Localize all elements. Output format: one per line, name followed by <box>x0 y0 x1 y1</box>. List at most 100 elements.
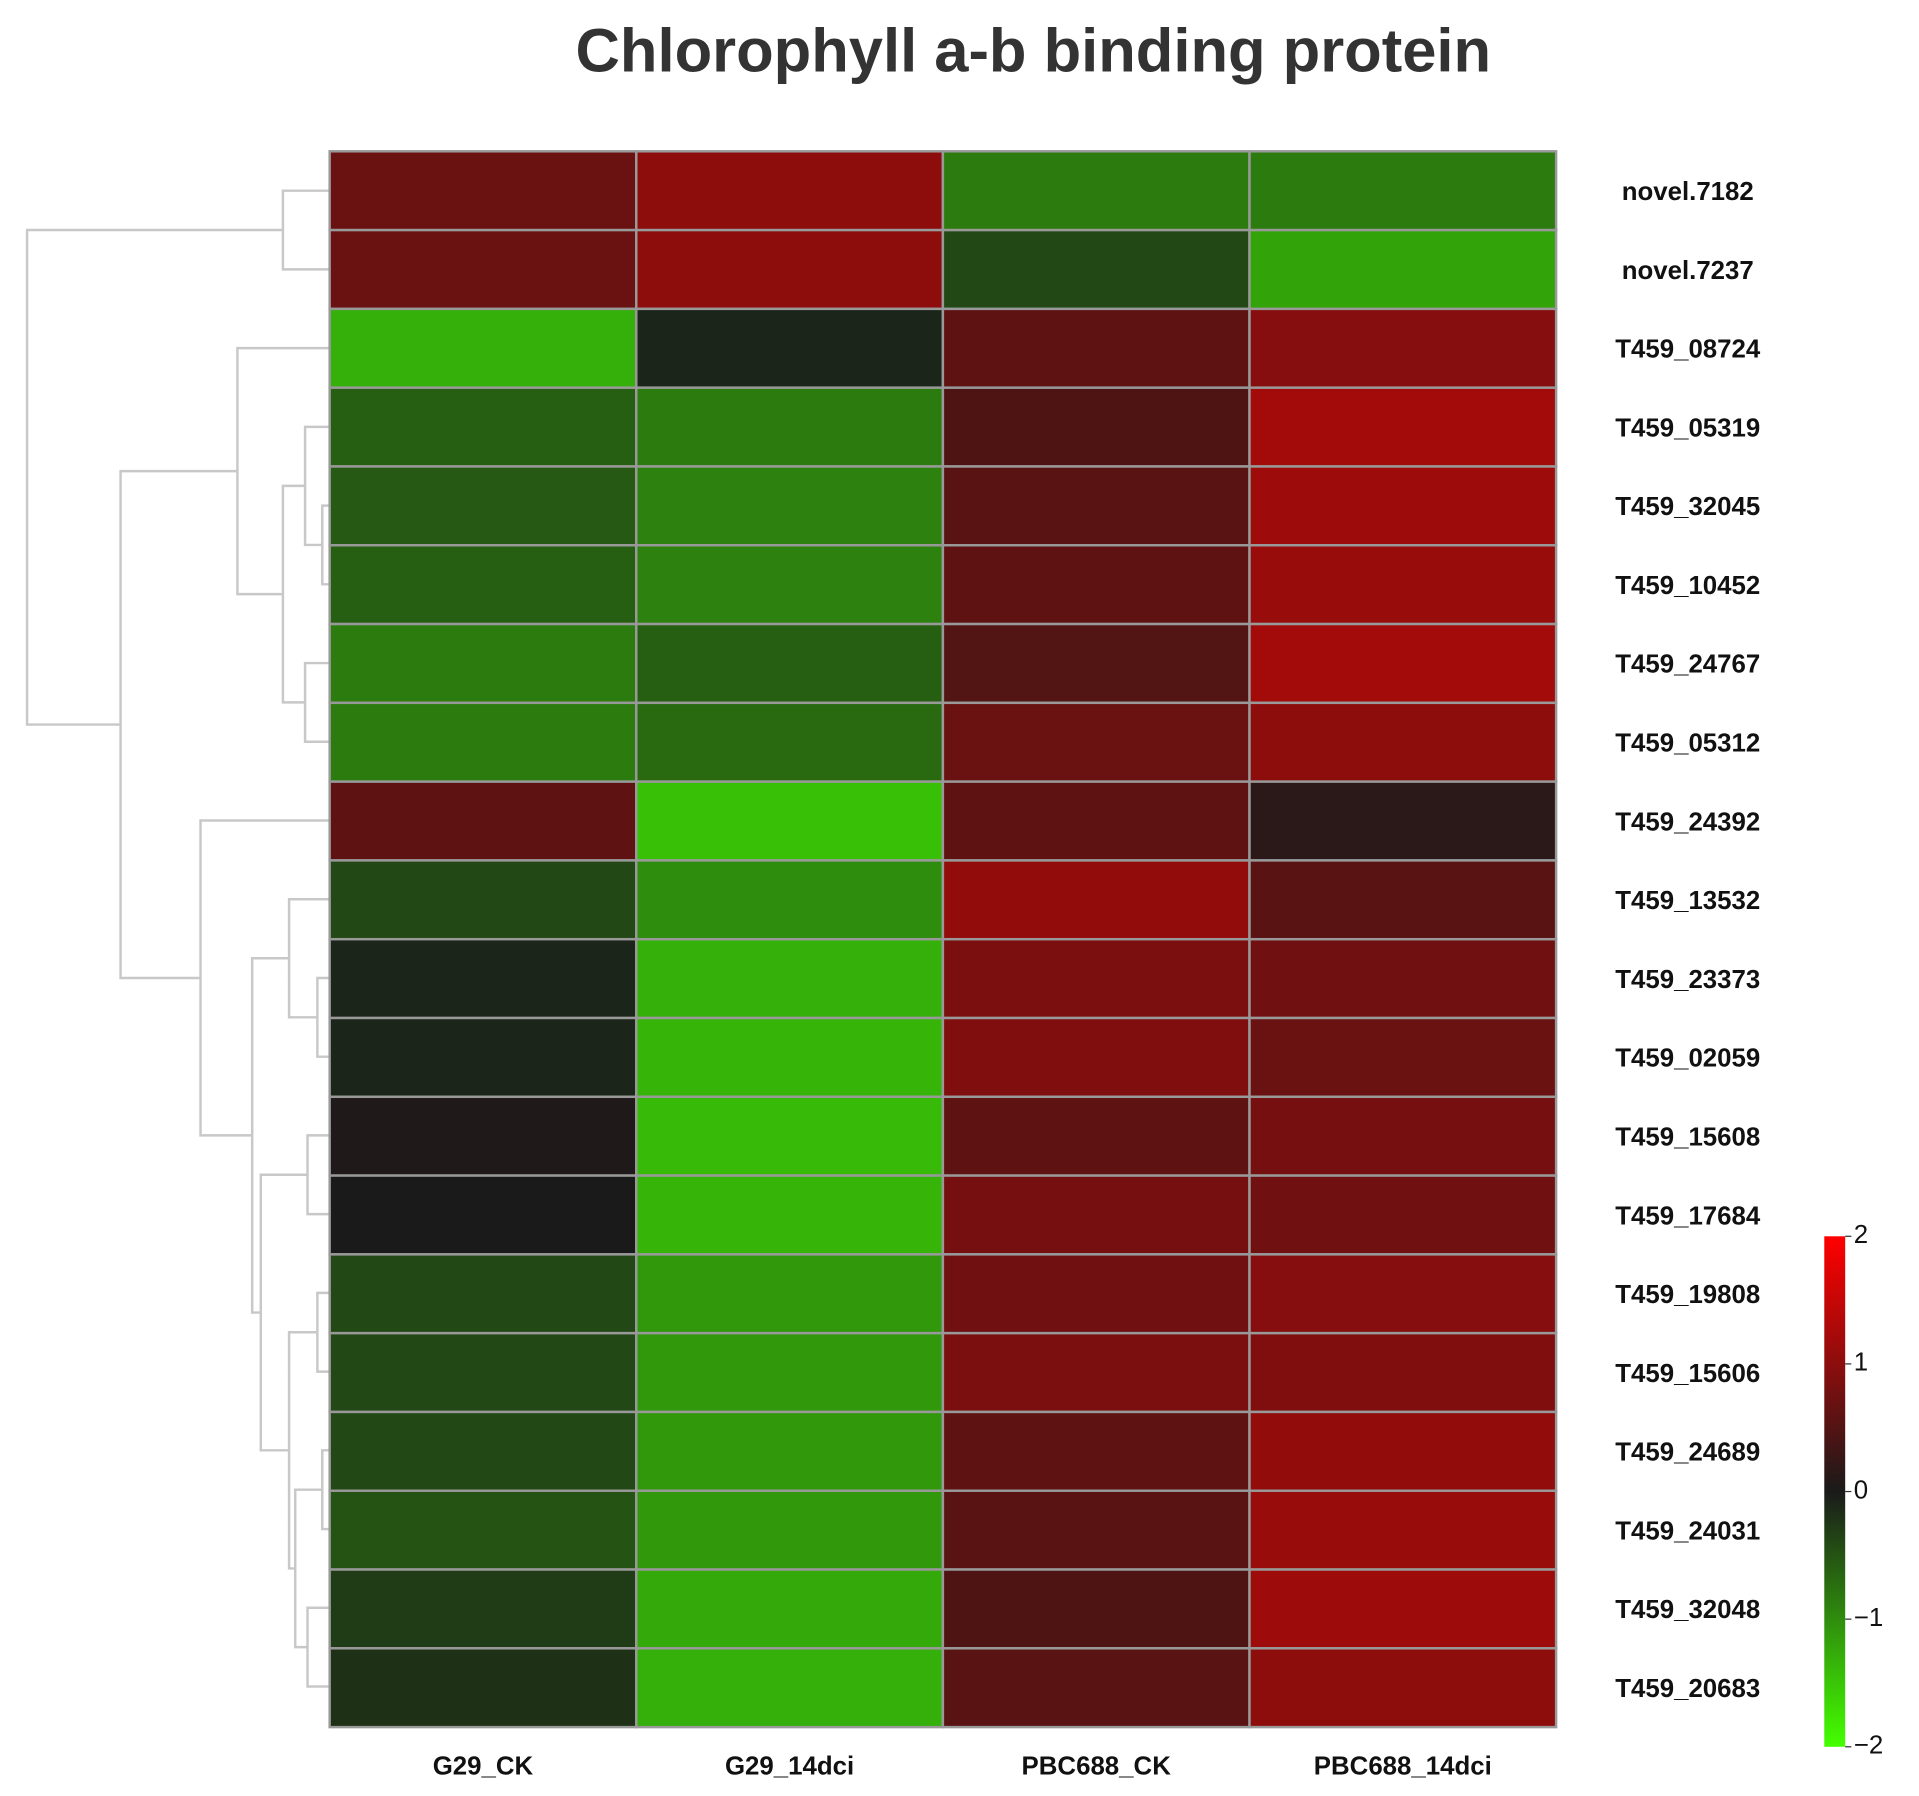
heatmap-cell <box>328 1095 638 1177</box>
heatmap-cell <box>328 1647 638 1729</box>
heatmap-cell <box>941 386 1251 468</box>
heatmap-cell <box>328 937 638 1020</box>
heatmap-cell <box>328 701 638 783</box>
heatmap-cell <box>635 386 945 468</box>
heatmap-cell <box>1248 1331 1558 1414</box>
heatmap-cell <box>1248 1095 1558 1177</box>
heatmap-cell <box>635 780 945 862</box>
heatmap-cell <box>941 1489 1251 1571</box>
heatmap-cell <box>328 1410 638 1492</box>
heatmap-cell <box>635 150 945 232</box>
heatmap-cell <box>941 465 1251 547</box>
heatmap-cell <box>635 1253 945 1335</box>
heatmap-cell <box>941 859 1251 941</box>
heatmap-cell <box>328 622 638 705</box>
row-label: novel.7237 <box>1622 257 1754 285</box>
heatmap-cell <box>635 544 945 626</box>
heatmap-cell <box>635 1174 945 1256</box>
row-label: T459_23373 <box>1615 966 1760 994</box>
heatmap-cell <box>635 622 945 705</box>
heatmap-cell <box>635 1489 945 1571</box>
row-label: T459_08724 <box>1615 336 1761 364</box>
heatmap-cell <box>1248 465 1558 547</box>
row-label: T459_05319 <box>1615 414 1760 442</box>
heatmap-cell <box>941 1095 1251 1177</box>
heatmap-cell <box>328 386 638 468</box>
row-label: T459_24031 <box>1615 1517 1760 1545</box>
heatmap-cell <box>328 544 638 626</box>
heatmap-cell <box>328 1253 638 1335</box>
row-label: T459_24767 <box>1615 651 1760 679</box>
column-label: G29_CK <box>433 1753 534 1781</box>
heatmap-cell <box>635 228 945 311</box>
heatmap-cell <box>1248 1410 1558 1492</box>
row-label: T459_17684 <box>1615 1202 1761 1230</box>
colorbar-tick-label: 1 <box>1854 1349 1868 1377</box>
heatmap-cell <box>941 622 1251 705</box>
heatmap-cell <box>1248 1253 1558 1335</box>
heatmap-cell <box>1248 228 1558 311</box>
heatmap-cell <box>328 465 638 547</box>
row-label: novel.7182 <box>1622 178 1754 206</box>
heatmap-cell <box>1248 544 1558 626</box>
heatmap-cell <box>941 1410 1251 1492</box>
column-label: PBC688_14dci <box>1314 1753 1492 1781</box>
heatmap-cell <box>635 465 945 547</box>
heatmap-cell <box>635 1095 945 1177</box>
heatmap-cell <box>328 859 638 941</box>
heatmap-cell <box>328 1331 638 1414</box>
heatmap-cell <box>1248 622 1558 705</box>
heatmap-cell <box>328 780 638 862</box>
row-label: T459_20683 <box>1615 1675 1760 1703</box>
heatmap-cell <box>941 1331 1251 1414</box>
heatmap-cell <box>635 701 945 783</box>
row-label: T459_15606 <box>1615 1360 1760 1388</box>
heatmap-cell <box>1248 937 1558 1020</box>
row-label: T459_13532 <box>1615 887 1760 915</box>
heatmap-cell <box>328 1174 638 1256</box>
column-label: PBC688_CK <box>1022 1753 1172 1781</box>
heatmap-cell <box>1248 1568 1558 1650</box>
heatmap-cell <box>1248 780 1558 862</box>
colorbar-tick-label: −2 <box>1854 1732 1883 1760</box>
heatmap-cell <box>941 1568 1251 1650</box>
heatmap-cell <box>941 1174 1251 1256</box>
heatmap-cell <box>635 1647 945 1729</box>
heatmap-cell <box>635 1568 945 1650</box>
heatmap-cell <box>941 1016 1251 1099</box>
heatmap-cell <box>941 701 1251 783</box>
heatmap-cell <box>1248 307 1558 389</box>
heatmap-cell <box>941 780 1251 862</box>
heatmap-cell <box>635 859 945 941</box>
heatmap-cell <box>941 228 1251 311</box>
heatmap-cell <box>941 150 1251 232</box>
colorbar-tick-label: −1 <box>1854 1604 1883 1632</box>
heatmap-cell <box>1248 859 1558 941</box>
row-label: T459_24392 <box>1615 808 1760 836</box>
row-label: T459_24689 <box>1615 1439 1760 1467</box>
heatmap-cell <box>635 1016 945 1099</box>
heatmap-cell <box>941 544 1251 626</box>
heatmap-cell <box>635 1410 945 1492</box>
heatmap-cell <box>1248 1647 1558 1729</box>
heatmap-cell <box>1248 1489 1558 1571</box>
heatmap-cell <box>1248 150 1558 232</box>
heatmap-cell <box>941 937 1251 1020</box>
heatmap-cell <box>1248 1174 1558 1256</box>
colorbar <box>1824 1236 1846 1747</box>
heatmap-cell <box>635 937 945 1020</box>
heatmap-cell <box>328 1016 638 1099</box>
heatmap-cell <box>941 1253 1251 1335</box>
colorbar-tick-label: 2 <box>1854 1221 1868 1249</box>
chart-title: Chlorophyll a-b binding protein <box>576 17 1492 86</box>
row-label: T459_19808 <box>1615 1281 1760 1309</box>
heatmap-cell <box>328 307 638 389</box>
heatmap-cell <box>328 1489 638 1571</box>
heatmap-cell <box>328 228 638 311</box>
row-label: T459_10452 <box>1615 572 1760 600</box>
heatmap-cell <box>1248 701 1558 783</box>
column-label: G29_14dci <box>725 1753 854 1781</box>
row-label: T459_32045 <box>1615 493 1760 521</box>
